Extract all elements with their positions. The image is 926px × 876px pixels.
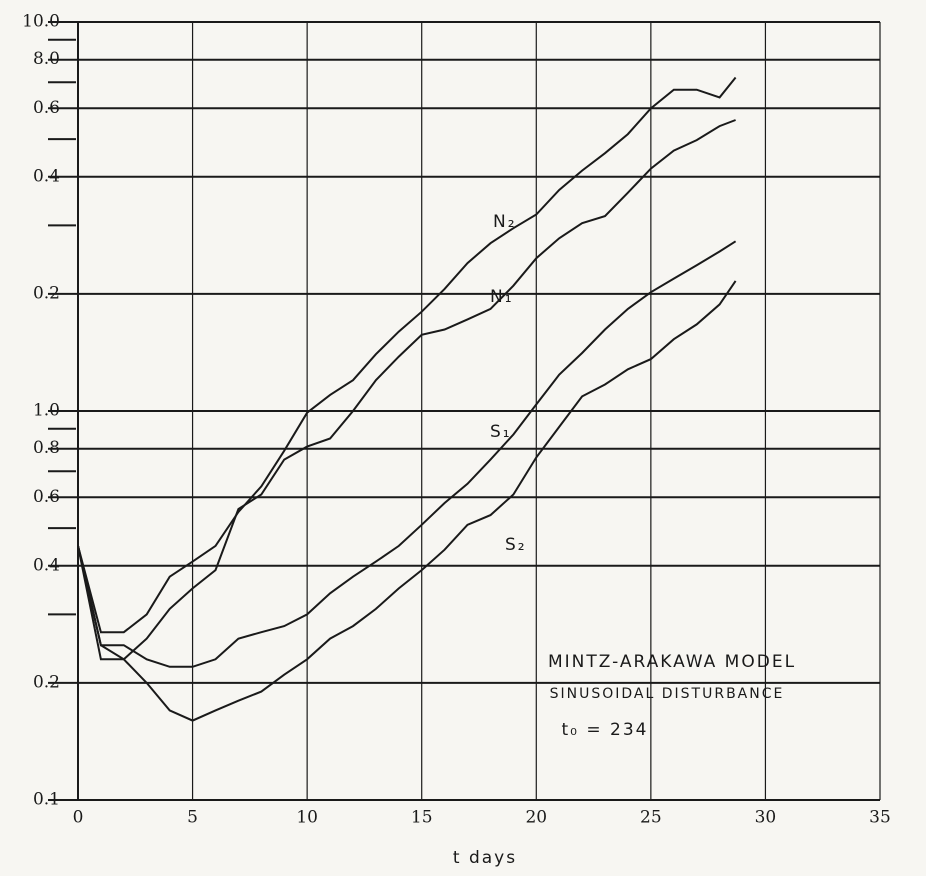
y-tick-label: 10.0 [22, 12, 60, 32]
x-tick-label: 30 [755, 808, 777, 828]
x-tick-label: 25 [640, 808, 662, 828]
y-tick-label: 0.4 [33, 555, 60, 575]
series-label: N₂ [493, 212, 517, 232]
y-tick-label: 0.6 [33, 98, 60, 118]
annotation: t₀ = 234 [562, 720, 649, 740]
y-tick-label: 0.2 [33, 672, 60, 692]
y-tick-label: 8.0 [33, 49, 60, 69]
x-tick-label: 5 [187, 808, 198, 828]
annotation: SINUSOIDAL DISTURBANCE [550, 686, 785, 702]
y-tick-label: 0.4 [33, 166, 60, 186]
annotation: MINTZ-ARAKAWA MODEL [548, 652, 796, 672]
series-line [77, 76, 737, 634]
x-tick-label: 0 [73, 808, 84, 828]
x-tick-label: 20 [525, 808, 547, 828]
y-tick-label: 0.1 [33, 790, 60, 810]
x-tick-label: 10 [296, 808, 318, 828]
series-line [77, 240, 737, 668]
y-tick-label: 1.0 [33, 401, 60, 421]
x-tick-label: 15 [411, 808, 433, 828]
series-label: S₁ [490, 422, 512, 442]
y-tick-label: 0.2 [33, 283, 60, 303]
y-tick-label: 0.6 [33, 487, 60, 507]
x-tick-label: 35 [869, 808, 891, 828]
series-label: N₁ [490, 287, 514, 307]
series-line [77, 280, 737, 722]
y-tick-label: 0.8 [33, 438, 60, 458]
x-axis-label: t days [453, 848, 517, 868]
series-line [77, 119, 736, 661]
series-label: S₂ [505, 535, 527, 555]
